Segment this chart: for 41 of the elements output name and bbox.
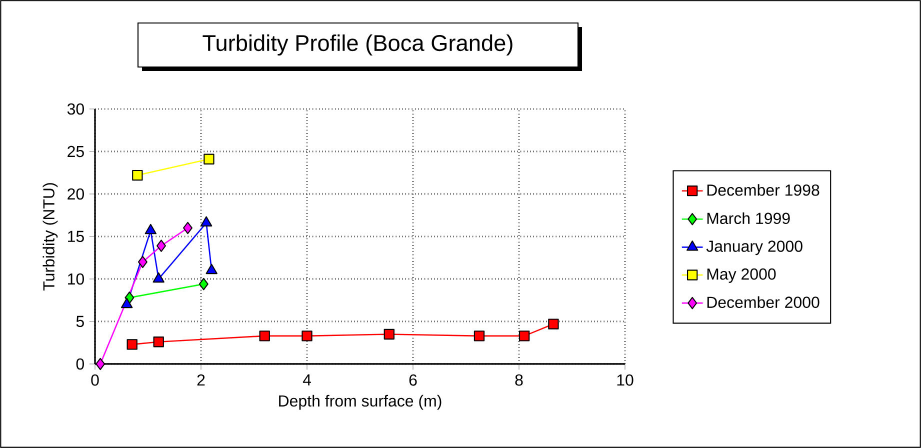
point (204, 154, 214, 164)
x-tick-label: 8 (515, 374, 523, 386)
point (138, 256, 148, 268)
point (259, 330, 270, 342)
legend-label: December 2000 (707, 296, 820, 308)
point (144, 224, 157, 234)
x-tick-label: 6 (409, 374, 417, 386)
point (384, 328, 394, 340)
point (156, 240, 166, 252)
point (302, 330, 312, 342)
y-tick-label: 30 (67, 103, 84, 115)
chart-title: Turbidity Profile (Boca Grande) (202, 34, 512, 56)
point (200, 216, 212, 226)
point (206, 264, 218, 274)
x-tick-label: 2 (197, 374, 205, 386)
y-tick-label: 10 (68, 273, 84, 285)
point (96, 358, 106, 370)
point (548, 318, 559, 330)
point (132, 170, 143, 181)
legend-label: January 2000 (706, 240, 802, 256)
y-tick-label: 15 (68, 230, 84, 242)
point (152, 272, 164, 283)
x-axis-title: Depth from surface (m) (279, 394, 442, 410)
point (153, 336, 164, 348)
y-tick-label: 25 (68, 146, 84, 158)
legend-label: May 2000 (707, 268, 776, 283)
y-axis-title: Turbidity (NTU) (42, 183, 58, 290)
y-tick-label: 5 (76, 316, 84, 328)
legend-label: March 1999 (707, 212, 790, 224)
point (120, 298, 133, 308)
x-tick-label: 10 (617, 374, 634, 386)
point (474, 330, 485, 342)
x-tick-label: 0 (91, 374, 99, 386)
legend-label: December 1998 (707, 184, 820, 196)
point (183, 222, 192, 234)
point (518, 330, 530, 342)
point (198, 278, 208, 290)
point (126, 339, 138, 350)
y-tick-label: 20 (68, 188, 84, 200)
y-tick-label: 0 (76, 358, 84, 370)
x-tick-label: 4 (302, 374, 311, 386)
